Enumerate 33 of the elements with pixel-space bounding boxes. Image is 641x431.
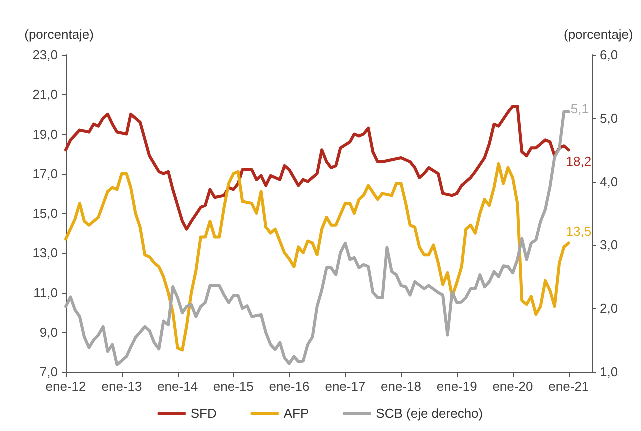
y2-axis-title: (porcentaje) <box>564 27 634 42</box>
y-tick-label: 17,0 <box>32 166 58 182</box>
y-axis-title: (porcentaje) <box>24 27 94 42</box>
x-tick-label: ene-12 <box>46 379 86 394</box>
data-label: 13,5 <box>566 224 592 240</box>
y-tick-label: 11,0 <box>34 285 58 300</box>
y2-tick-label: 5,0 <box>600 110 618 126</box>
y-tick-label: 9,0 <box>40 324 58 340</box>
legend-label: SFD <box>190 406 217 421</box>
x-tick-label: ene-16 <box>269 379 310 394</box>
data-label: 18,2 <box>566 154 592 170</box>
y-tick-label: 15,0 <box>32 206 58 221</box>
y2-tick-label: 2,0 <box>600 301 618 316</box>
data-label: 5,1 <box>570 102 589 117</box>
x-tick-label: ene-19 <box>436 379 478 394</box>
legend-label: SCB (eje derecho) <box>376 406 484 421</box>
legend-label: AFP <box>284 406 310 421</box>
x-tick-label: ene-17 <box>325 379 366 394</box>
x-tick-label: ene-14 <box>158 379 198 394</box>
x-tick-label: ene-13 <box>102 379 142 394</box>
x-tick-label: ene-15 <box>213 379 254 394</box>
x-tick-label: ene-21 <box>548 379 590 394</box>
y2-tick-label: 4,0 <box>600 174 618 190</box>
y-tick-label: 23,0 <box>32 48 58 62</box>
y-tick-label: 19,0 <box>32 126 58 142</box>
x-tick-label: ene-20 <box>492 379 534 394</box>
y2-tick-label: 3,0 <box>600 238 618 253</box>
x-tick-label: ene-18 <box>381 379 422 394</box>
y2-tick-label: 1,0 <box>600 364 618 380</box>
y-tick-label: 21,0 <box>32 87 58 102</box>
y-tick-label: 13,0 <box>32 246 58 261</box>
y2-tick-label: 6,0 <box>600 48 618 62</box>
y-tick-label: 7,0 <box>40 364 58 380</box>
